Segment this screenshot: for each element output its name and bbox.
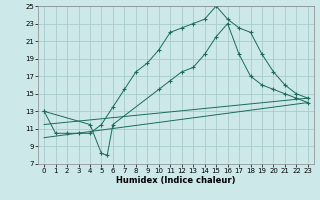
X-axis label: Humidex (Indice chaleur): Humidex (Indice chaleur) [116,176,236,185]
